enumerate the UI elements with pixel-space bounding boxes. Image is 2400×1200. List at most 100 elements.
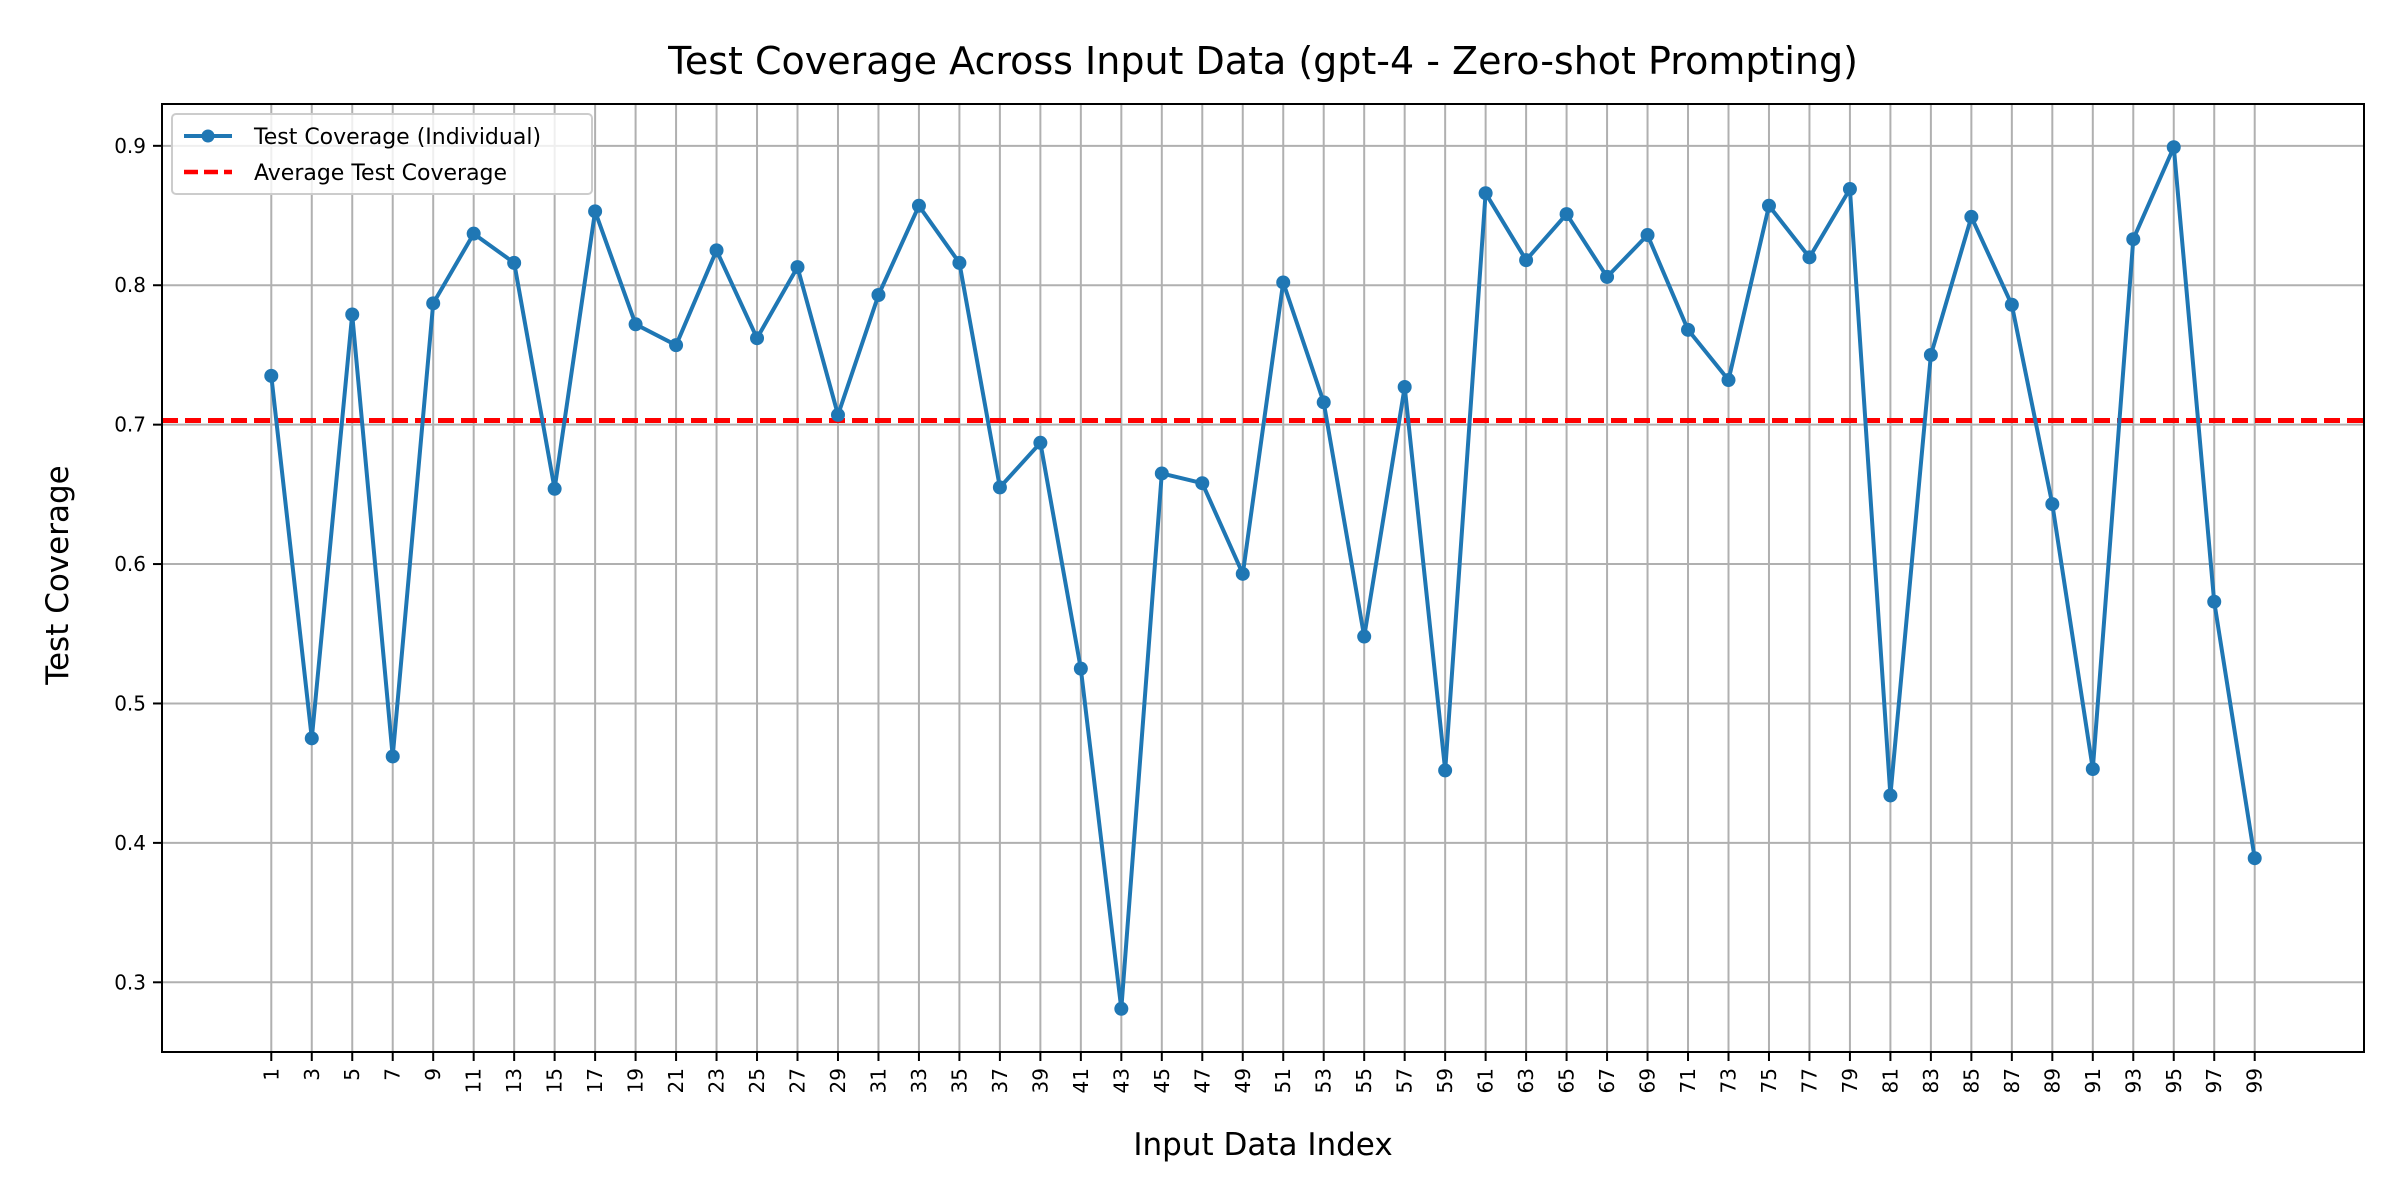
- x-tick-label: 37: [988, 1068, 1012, 1093]
- x-tick-label: 13: [502, 1068, 526, 1093]
- data-point: [911, 198, 926, 213]
- x-tick-label: 57: [1393, 1068, 1417, 1093]
- axes-layer: 1 3 5 7 9 11 13 15 17 19 21 23 25 27 29 31 33 35 37 39 41 43 4…: [114, 103, 2365, 1093]
- data-point: [1842, 182, 1857, 197]
- data-point: [2045, 497, 2060, 512]
- data-point: [2207, 594, 2222, 609]
- x-tick-label: 21: [664, 1068, 688, 1093]
- data-point: [304, 731, 319, 746]
- x-tick-label: 47: [1190, 1068, 1214, 1093]
- x-tick-label: 61: [1474, 1068, 1498, 1093]
- data-point: [1519, 253, 1534, 268]
- data-point: [466, 226, 481, 241]
- data-point: [1761, 198, 1776, 213]
- y-tick-label: 0.5: [114, 691, 146, 715]
- x-tick-label: 95: [2162, 1068, 2186, 1093]
- x-tick-label: 43: [1109, 1068, 1133, 1093]
- x-tick-label: 1: [259, 1068, 283, 1081]
- legend-box: [171, 113, 593, 195]
- x-tick-label: 59: [1433, 1068, 1457, 1093]
- data-point: [830, 407, 845, 422]
- data-point: [588, 204, 603, 219]
- data-point: [1559, 207, 1574, 222]
- data-point: [1033, 435, 1048, 450]
- series-line-individual: [269, 145, 2257, 1011]
- x-tick-label: 99: [2243, 1068, 2267, 1093]
- x-tick-label: 5: [340, 1068, 364, 1081]
- data-point: [507, 255, 522, 270]
- y-tick-label: 0.8: [114, 273, 146, 297]
- data-point: [1316, 395, 1331, 410]
- data-point: [1438, 763, 1453, 778]
- x-tick-label: 67: [1595, 1068, 1619, 1093]
- grid-lines: [162, 104, 2364, 1052]
- x-tick-label: 41: [1069, 1068, 1093, 1093]
- data-point: [871, 287, 886, 302]
- data-point: [547, 481, 562, 496]
- data-point: [1802, 250, 1817, 265]
- data-point: [952, 255, 967, 270]
- x-tick-label: 53: [1312, 1068, 1336, 1093]
- x-tick-label: 63: [1514, 1068, 1538, 1093]
- x-tick-label: 31: [866, 1068, 890, 1093]
- x-axis-label: Input Data Index: [1133, 1127, 1392, 1163]
- y-axis-label: Test Coverage: [40, 465, 76, 685]
- data-point: [385, 749, 400, 764]
- data-point: [2085, 761, 2100, 776]
- data-point: [628, 317, 643, 332]
- data-point: [345, 307, 360, 322]
- legend: Test Coverage (Individual) Average Test …: [171, 113, 593, 195]
- data-point: [709, 243, 724, 258]
- legend-label-individual: Test Coverage (Individual): [253, 125, 541, 150]
- data-point: [750, 331, 765, 346]
- data-point: [1478, 186, 1493, 201]
- data-point: [1964, 209, 1979, 224]
- x-tick-label: 73: [1716, 1068, 1740, 1093]
- data-point: [790, 260, 805, 275]
- data-point: [1883, 788, 1898, 803]
- data-point: [1600, 269, 1615, 284]
- data-point: [1397, 380, 1412, 395]
- x-tick-label: 29: [826, 1068, 850, 1093]
- series-layer: [264, 140, 2262, 1016]
- data-point: [669, 338, 684, 353]
- data-point: [1276, 275, 1291, 290]
- data-point: [1923, 347, 1938, 362]
- x-tick-label: 93: [2121, 1068, 2145, 1093]
- data-point: [1235, 566, 1250, 581]
- x-tick-label: 51: [1271, 1068, 1295, 1093]
- x-tick-label: 39: [1028, 1068, 1052, 1093]
- y-tick-label: 0.7: [114, 413, 146, 437]
- x-tick-label: 97: [2202, 1068, 2226, 1093]
- data-point: [426, 296, 441, 311]
- x-tick-label: 45: [1150, 1068, 1174, 1093]
- y-tick-label: 0.3: [114, 970, 146, 994]
- x-tick-label: 87: [2000, 1068, 2024, 1093]
- plot-frame: [161, 103, 2365, 1053]
- x-tick-label: 27: [786, 1068, 810, 1093]
- x-tick-label: 3: [300, 1068, 324, 1081]
- data-point: [1195, 476, 1210, 491]
- data-point: [1640, 228, 1655, 243]
- chart-title: Test Coverage Across Input Data (gpt-4 -…: [667, 39, 1858, 83]
- x-tick-label: 33: [907, 1068, 931, 1093]
- x-tick-label: 83: [1919, 1068, 1943, 1093]
- data-point: [1073, 661, 1088, 676]
- x-tick-label: 55: [1352, 1068, 1376, 1093]
- x-tick-label: 91: [2081, 1068, 2105, 1093]
- x-tick-label: 49: [1231, 1068, 1255, 1093]
- x-tick-label: 25: [745, 1068, 769, 1093]
- data-point: [2166, 140, 2181, 155]
- x-tick-label: 65: [1555, 1068, 1579, 1093]
- x-tick-label: 35: [947, 1068, 971, 1093]
- x-tick-label: 71: [1676, 1068, 1700, 1093]
- y-tick-label: 0.9: [114, 134, 146, 158]
- data-point: [2247, 851, 2262, 866]
- data-point: [992, 480, 1007, 495]
- data-point: [1357, 629, 1372, 644]
- y-tick-label: 0.4: [114, 831, 146, 855]
- data-point: [1114, 1001, 1129, 1016]
- x-tick-label: 11: [462, 1068, 486, 1093]
- data-point: [1154, 466, 1169, 481]
